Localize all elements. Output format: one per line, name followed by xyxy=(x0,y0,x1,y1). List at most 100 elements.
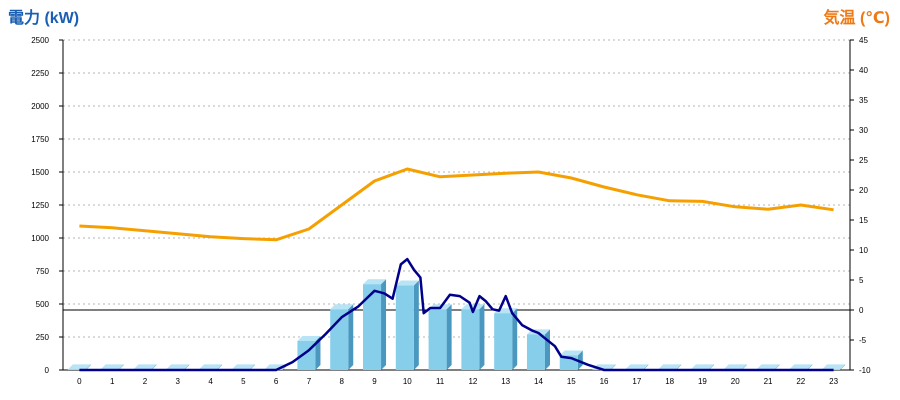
bar-top xyxy=(690,364,714,370)
bar-side xyxy=(610,364,616,370)
bar-face xyxy=(494,313,513,370)
bar-top xyxy=(297,335,321,341)
bar-top xyxy=(133,364,157,370)
bar-top xyxy=(625,364,649,370)
bar-13 xyxy=(494,308,518,370)
bar-top xyxy=(658,364,682,370)
left-tick-label-2000: 2000 xyxy=(31,102,49,111)
bar-side xyxy=(479,304,485,370)
x-tick-label-4: 4 xyxy=(208,377,213,386)
bar-side xyxy=(249,364,255,370)
bar-9 xyxy=(363,279,387,370)
bar-top xyxy=(330,304,354,310)
x-tick-label-22: 22 xyxy=(796,377,805,386)
right-tick-label-20: 20 xyxy=(859,186,868,195)
x-tick-label-2: 2 xyxy=(143,377,148,386)
x-tick-label-3: 3 xyxy=(176,377,181,386)
bar-top xyxy=(363,279,387,285)
left-tick-label-1750: 1750 xyxy=(31,135,49,144)
left-tick-label-250: 250 xyxy=(36,333,50,342)
left-tick-label-750: 750 xyxy=(36,267,50,276)
bar-top xyxy=(231,364,255,370)
bar-top xyxy=(67,364,91,370)
right-axis-title: 気温 (℃) xyxy=(823,10,890,27)
x-tick-label-18: 18 xyxy=(665,377,674,386)
left-axis-title: 電力 (kW) xyxy=(8,10,80,27)
right-tick-label-30: 30 xyxy=(859,126,868,135)
left-tick-label-500: 500 xyxy=(36,300,50,309)
bar-side xyxy=(708,364,714,370)
right-tick-label-0: 0 xyxy=(859,306,864,315)
bar-side xyxy=(446,304,452,370)
x-tick-label-11: 11 xyxy=(436,377,445,386)
bar-side xyxy=(577,350,583,370)
bar-0 xyxy=(67,364,91,370)
bar-side xyxy=(118,364,124,370)
bar-top xyxy=(559,350,583,356)
x-tick-label-1: 1 xyxy=(110,377,115,386)
x-tick-label-7: 7 xyxy=(307,377,312,386)
x-tick-label-19: 19 xyxy=(698,377,707,386)
x-tick-label-14: 14 xyxy=(534,377,543,386)
right-tick-label--10: -10 xyxy=(859,366,871,375)
bar-15 xyxy=(559,350,583,370)
left-tick-label-0: 0 xyxy=(45,366,50,375)
left-tick-label-1000: 1000 xyxy=(31,234,49,243)
bar-top xyxy=(199,364,223,370)
x-tick-label-13: 13 xyxy=(501,377,510,386)
left-tick-label-2250: 2250 xyxy=(31,69,49,78)
x-tick-label-5: 5 xyxy=(241,377,246,386)
bar-face xyxy=(428,309,447,370)
bar-side xyxy=(217,364,223,370)
bar-top xyxy=(789,364,813,370)
x-tick-label-6: 6 xyxy=(274,377,279,386)
bar-side xyxy=(643,364,649,370)
bar-side xyxy=(512,308,518,370)
bar-10 xyxy=(395,280,419,370)
bar-12 xyxy=(461,304,485,370)
right-tick-label-5: 5 xyxy=(859,276,864,285)
bar-top xyxy=(461,304,485,310)
right-tick-label-35: 35 xyxy=(859,96,868,105)
bar-top xyxy=(822,364,846,370)
x-tick-label-0: 0 xyxy=(77,377,82,386)
bar-side xyxy=(381,279,387,370)
bar-top xyxy=(723,364,747,370)
bar-face xyxy=(461,309,480,370)
bar-11 xyxy=(428,304,452,370)
x-tick-label-15: 15 xyxy=(567,377,576,386)
right-tick-label--5: -5 xyxy=(859,336,867,345)
bar-side xyxy=(184,364,190,370)
x-tick-label-21: 21 xyxy=(764,377,773,386)
bar-top xyxy=(100,364,124,370)
right-tick-label-10: 10 xyxy=(859,246,868,255)
bar-top xyxy=(166,364,190,370)
bar-side xyxy=(774,364,780,370)
bar-face xyxy=(526,334,545,370)
bar-side xyxy=(840,364,846,370)
bar-face xyxy=(67,369,86,370)
bar-top xyxy=(395,280,419,286)
bar-7 xyxy=(297,335,321,370)
right-tick-label-40: 40 xyxy=(859,66,868,75)
bar-8 xyxy=(330,304,354,370)
left-tick-label-1250: 1250 xyxy=(31,201,49,210)
right-tick-label-45: 45 xyxy=(859,36,868,45)
bar-side xyxy=(413,280,419,370)
bar-side xyxy=(348,304,354,370)
bar-side xyxy=(544,329,550,370)
left-tick-label-2500: 2500 xyxy=(31,36,49,45)
x-tick-label-17: 17 xyxy=(632,377,641,386)
x-tick-label-12: 12 xyxy=(468,377,477,386)
bar-face xyxy=(395,285,414,370)
bar-top xyxy=(756,364,780,370)
bar-side xyxy=(151,364,157,370)
bar-side xyxy=(807,364,813,370)
right-tick-label-25: 25 xyxy=(859,156,868,165)
power-line xyxy=(79,257,834,372)
bar-14 xyxy=(526,329,550,370)
temperature-line xyxy=(79,167,834,242)
x-tick-label-16: 16 xyxy=(600,377,609,386)
x-tick-label-9: 9 xyxy=(372,377,377,386)
